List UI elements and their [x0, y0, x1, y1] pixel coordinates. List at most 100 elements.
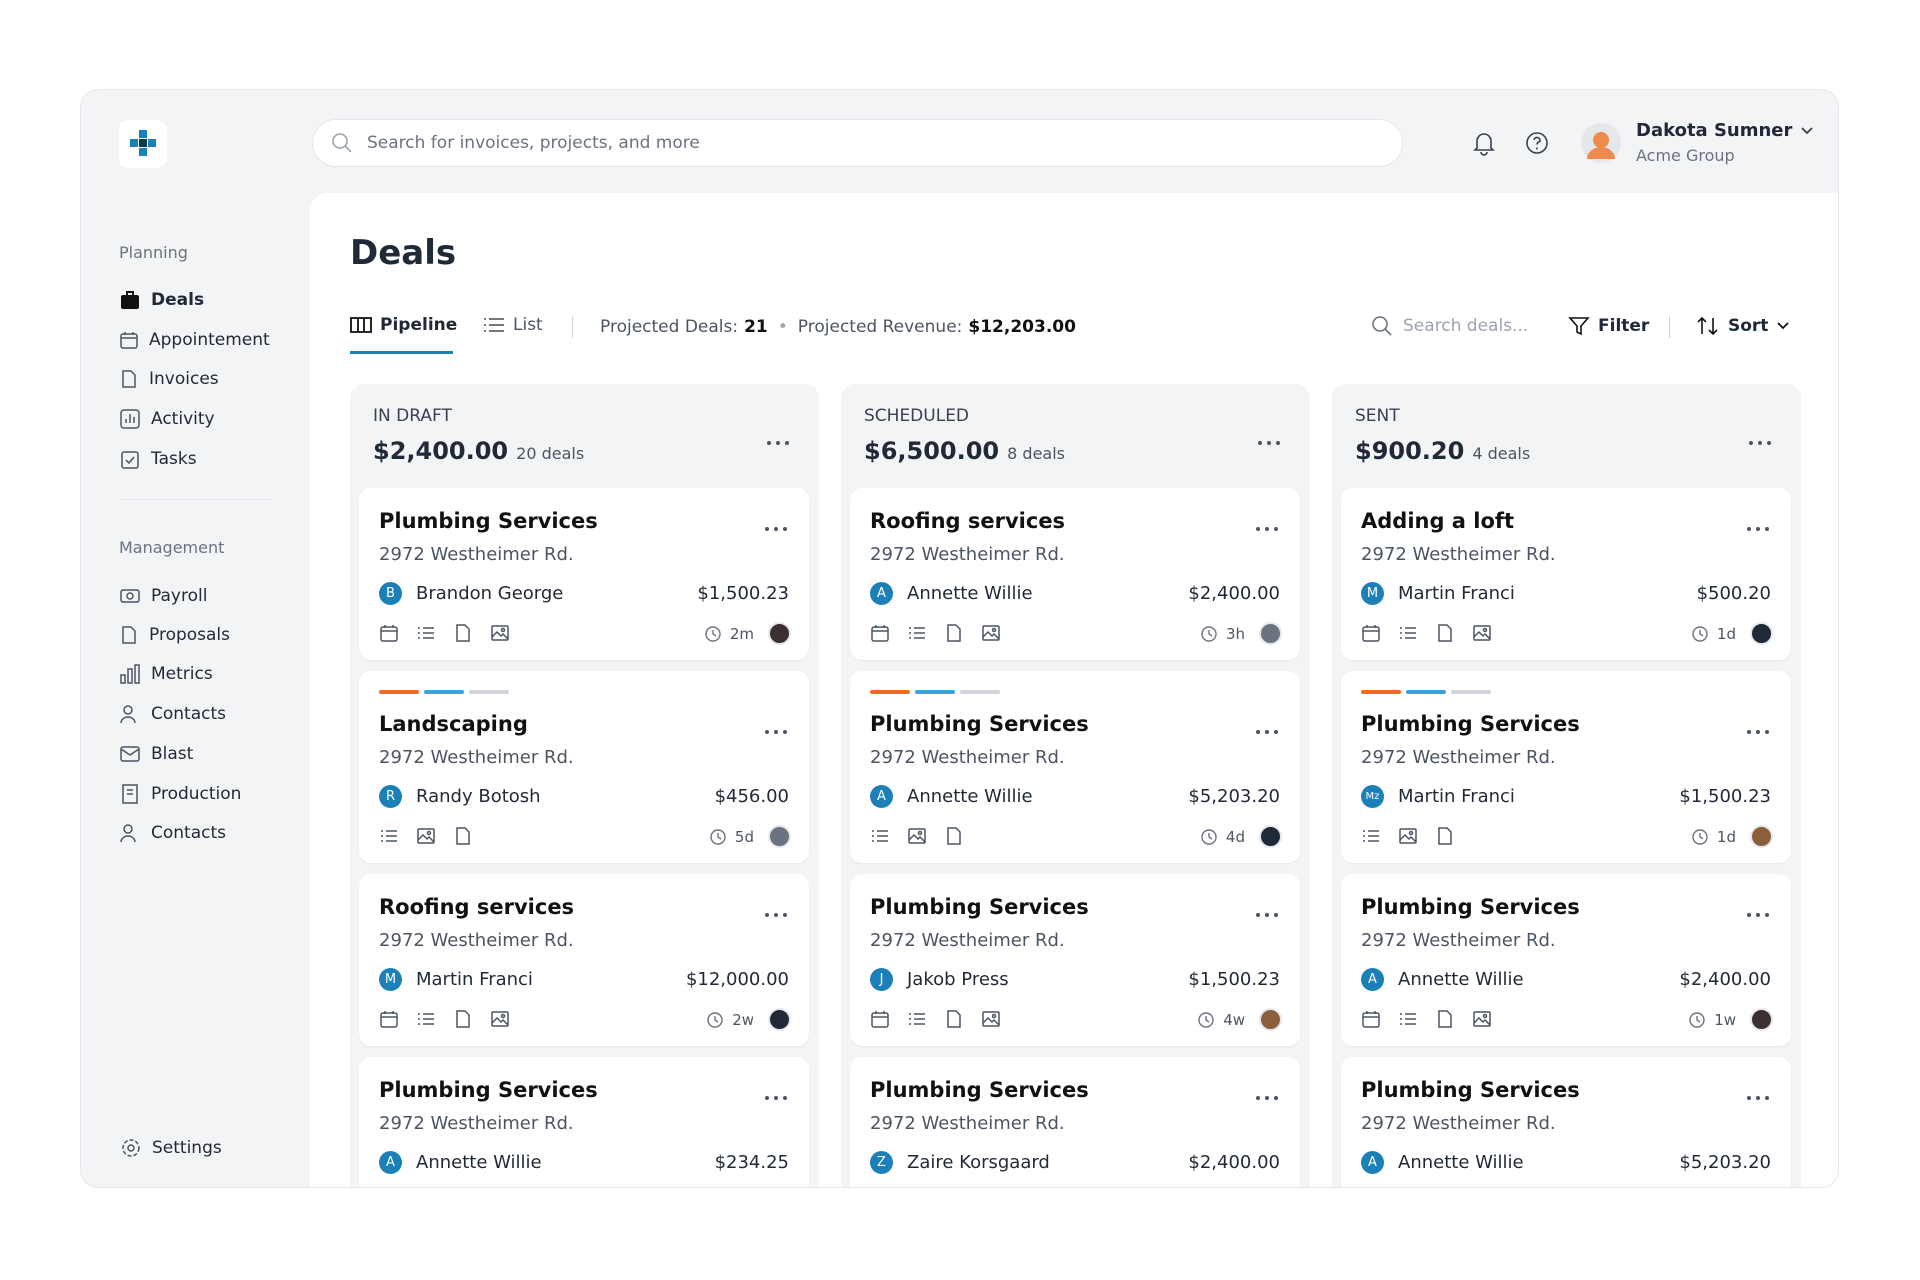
nav-item[interactable]: Metrics	[119, 661, 213, 687]
column-label: SCHEDULED	[864, 406, 970, 426]
card-menu[interactable]	[763, 904, 789, 923]
tab-pipeline[interactable]: Pipeline	[350, 315, 457, 335]
document-icon	[122, 370, 136, 388]
document-icon	[456, 827, 470, 845]
card-menu[interactable]	[1745, 904, 1771, 923]
bell-icon[interactable]	[1471, 130, 1497, 156]
person-name: Jakob Press	[907, 969, 1009, 990]
image-icon	[491, 1011, 509, 1027]
logo[interactable]	[119, 120, 167, 168]
projections: Projected Deals: 21 • Projected Revenue:…	[600, 317, 1076, 337]
deal-card[interactable]: Plumbing Services 2972 Westheimer Rd. A Ann…	[359, 1057, 809, 1187]
user-name-row[interactable]: Dakota Sumner	[1636, 120, 1814, 141]
card-icons	[379, 826, 473, 846]
nav-item[interactable]: Production	[119, 781, 241, 807]
pipeline-column: SENT $900.20 4 deals Adding a loft 2972 West…	[1332, 384, 1801, 1187]
card-amount: $1,500.23	[697, 583, 789, 604]
payroll-icon	[120, 589, 140, 603]
document-icon	[947, 1010, 961, 1028]
card-amount: $5,203.20	[1679, 1152, 1771, 1173]
person-initial: Mz	[1361, 785, 1384, 808]
assignee-avatar	[1750, 1008, 1773, 1031]
person-name: Annette Willie	[907, 786, 1033, 807]
card-amount: $2,400.00	[1679, 969, 1771, 990]
projected-revenue: $12,203.00	[968, 317, 1076, 337]
card-person: A Annette Willie $5,203.20	[870, 785, 1280, 808]
nav-item[interactable]: Blast	[119, 741, 193, 767]
deal-card[interactable]: Plumbing Services 2972 Westheimer Rd. A Ann…	[1341, 1057, 1791, 1187]
nav-item[interactable]: Contacts	[119, 701, 226, 727]
nav-item[interactable]: Deals	[119, 287, 204, 313]
pipeline-column: IN DRAFT $2,400.00 20 deals Plumbing Servic…	[350, 384, 819, 1187]
card-menu[interactable]	[763, 518, 789, 537]
help-icon[interactable]	[1524, 130, 1550, 156]
nav-item[interactable]: Payroll	[119, 583, 207, 609]
deal-card[interactable]: Plumbing Services 2972 Westheimer Rd. J Jak…	[850, 874, 1300, 1046]
nav-item[interactable]: Tasks	[119, 446, 197, 472]
user-company: Acme Group	[1636, 146, 1735, 165]
column-menu[interactable]	[1256, 432, 1282, 451]
card-menu[interactable]	[1254, 904, 1280, 923]
nav-label: Appointement	[149, 330, 270, 350]
nav-label: Blast	[151, 744, 194, 764]
tab-list[interactable]: List	[483, 315, 543, 335]
card-menu[interactable]	[763, 1087, 789, 1106]
person-initial: A	[870, 785, 893, 808]
nav-item[interactable]: Contacts	[119, 820, 226, 846]
more-icon	[1747, 527, 1769, 531]
document-icon	[1438, 624, 1452, 642]
clock-icon	[1198, 1011, 1214, 1028]
sort-button[interactable]: Sort	[1696, 315, 1790, 337]
column-label: SENT	[1355, 406, 1400, 426]
tab-label: Pipeline	[380, 315, 458, 335]
user-name: Dakota Sumner	[1636, 120, 1793, 141]
card-menu[interactable]	[1745, 721, 1771, 740]
calendar-icon	[380, 625, 398, 642]
column-menu[interactable]	[765, 432, 791, 451]
settings[interactable]: Settings	[120, 1135, 222, 1161]
deal-card[interactable]: Plumbing Services 2972 Westheimer Rd. A Ann…	[1341, 874, 1791, 1046]
deal-card[interactable]: Adding a loft 2972 Westheimer Rd. M Martin …	[1341, 488, 1791, 660]
more-icon	[1747, 730, 1769, 734]
card-title: Plumbing Services	[1361, 895, 1580, 919]
progress-segment	[1406, 690, 1446, 694]
nav-item[interactable]: Invoices	[119, 366, 219, 392]
card-menu[interactable]	[1254, 518, 1280, 537]
activity-time: 2w	[732, 1010, 754, 1029]
deal-card[interactable]: Plumbing Services 2972 Westheimer Rd. Mz Ma…	[1341, 671, 1791, 863]
deal-card[interactable]: Plumbing Services 2972 Westheimer Rd. B Bra…	[359, 488, 809, 660]
document-icon	[1438, 827, 1452, 845]
card-title: Plumbing Services	[870, 1078, 1089, 1102]
deal-search[interactable]: Search deals...	[1371, 315, 1528, 337]
column-menu[interactable]	[1747, 432, 1773, 451]
card-menu[interactable]	[1745, 1087, 1771, 1106]
person-initial: A	[379, 1151, 402, 1174]
person-initial: A	[1361, 1151, 1384, 1174]
card-icons	[870, 826, 964, 846]
deal-card[interactable]: Roofing services 2972 Westheimer Rd. M Mart…	[359, 874, 809, 1046]
assignee-avatar	[1750, 622, 1773, 645]
deal-card[interactable]: Roofing services 2972 Westheimer Rd. A Anne…	[850, 488, 1300, 660]
nav-item[interactable]: Appointement	[119, 327, 270, 353]
global-search[interactable]: Search for invoices, projects, and more	[312, 119, 1403, 167]
card-title: Roofing services	[870, 509, 1066, 533]
list-icon	[1400, 627, 1416, 639]
card-menu[interactable]	[1254, 721, 1280, 740]
nav-item[interactable]: Activity	[119, 406, 215, 432]
logo-mark	[130, 130, 156, 156]
progress-segment	[1451, 690, 1491, 694]
deal-card[interactable]: Plumbing Services 2972 Westheimer Rd. Z Zai…	[850, 1057, 1300, 1187]
card-address: 2972 Westheimer Rd.	[1361, 930, 1556, 951]
card-menu[interactable]	[763, 721, 789, 740]
nav-item[interactable]: Proposals	[119, 622, 230, 648]
column-count: 8 deals	[1007, 444, 1065, 463]
card-menu[interactable]	[1254, 1087, 1280, 1106]
deal-card[interactable]: Plumbing Services 2972 Westheimer Rd. A Ann…	[850, 671, 1300, 863]
filter-button[interactable]: Filter	[1568, 315, 1649, 337]
card-menu[interactable]	[1745, 518, 1771, 537]
user-avatar[interactable]	[1581, 123, 1621, 163]
person-initial: A	[870, 582, 893, 605]
document-icon	[947, 827, 961, 845]
deal-card[interactable]: Landscaping 2972 Westheimer Rd. R Randy Bot…	[359, 671, 809, 863]
